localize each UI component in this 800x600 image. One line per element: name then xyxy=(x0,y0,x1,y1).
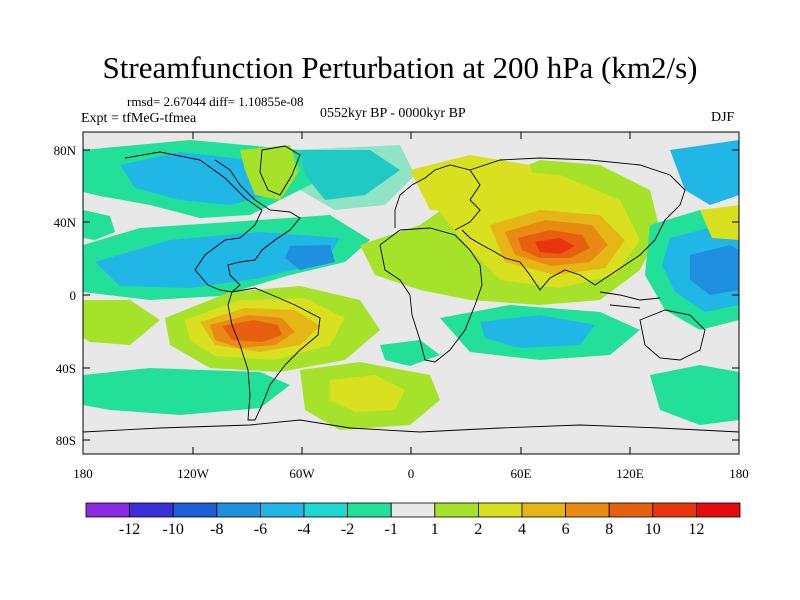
colorbar-swatch xyxy=(172,502,218,518)
contour-neg-2-arctic xyxy=(292,145,415,210)
lon-label: 120W xyxy=(177,466,210,481)
colorbar-label: -2 xyxy=(341,521,354,538)
coastline-australia xyxy=(639,309,706,361)
colorbar-swatch xyxy=(521,502,566,518)
lon-label: 60E xyxy=(511,466,532,481)
colorbar-label: 4 xyxy=(518,521,526,538)
colorbar-labels: -12 -10 -8 -6 -4 -2 -1 1 2 4 6 8 10 12 xyxy=(119,521,704,538)
colorbar-label: 8 xyxy=(605,521,613,538)
colorbar-swatch xyxy=(347,502,392,518)
contour-pos-europe xyxy=(410,155,540,215)
contour-neg-6-east-pacific xyxy=(285,245,335,270)
colorbar-swatch xyxy=(565,502,610,518)
lat-label: 80S xyxy=(56,433,76,448)
colorbar-label: 2 xyxy=(474,521,482,538)
coastline-asia xyxy=(461,157,686,291)
coastline-north-america xyxy=(124,151,301,293)
contour-neg-4-north-pacific-west xyxy=(83,210,115,240)
lon-label: 120E xyxy=(616,466,644,481)
colorbar-swatch xyxy=(696,502,741,518)
lat-label: 40N xyxy=(54,215,77,230)
colorbar-swatch xyxy=(477,502,523,518)
coastline-africa xyxy=(379,227,483,363)
coastline-south-america xyxy=(227,287,321,421)
coastline-europe xyxy=(394,164,481,231)
lon-label: 0 xyxy=(408,466,415,481)
colorbar-label: -12 xyxy=(119,521,140,538)
coastline-greenland xyxy=(259,145,301,196)
colorbar-swatch xyxy=(259,502,305,518)
colorbar xyxy=(85,502,741,518)
lat-label: 0 xyxy=(70,288,77,303)
season-label: DJF xyxy=(711,110,735,125)
colorbar-swatch xyxy=(85,502,130,518)
contour-neg-4-tropical-belt xyxy=(95,232,340,288)
lon-label: 180 xyxy=(729,466,749,481)
colorbar-label: -1 xyxy=(385,521,398,538)
experiment-label: Expt = tfMeG-tfmea xyxy=(81,111,197,126)
contour-neg-arctic xyxy=(300,150,400,200)
colorbar-label: -4 xyxy=(297,521,310,538)
coastlines xyxy=(83,145,739,433)
colorbar-label: -8 xyxy=(210,521,223,538)
contour-pos-north-pacific xyxy=(700,205,739,240)
lat-label: 40S xyxy=(56,361,76,376)
colorbar-swatch xyxy=(652,502,697,518)
colorbar-label: 10 xyxy=(645,521,661,538)
contour-neg-south-pacific xyxy=(650,365,739,425)
contour-pos-12-tibet xyxy=(535,238,575,254)
colorbar-swatch xyxy=(216,502,261,518)
contour-field xyxy=(83,132,739,454)
colorbar-swatch xyxy=(390,502,436,518)
contour-neg-south-atlantic xyxy=(83,368,290,415)
contour-neg-4-indian-ocean xyxy=(480,315,595,348)
colorbar-label: 1 xyxy=(431,521,439,538)
contour-neg-4-north-america xyxy=(120,152,285,205)
colorbar-swatch xyxy=(303,502,348,518)
colorbar-label: -6 xyxy=(254,521,267,538)
colorbar-label: 12 xyxy=(688,521,704,538)
rmsd-diff-text: rmsd= 2.67044 diff= 1.10855e-08 xyxy=(127,94,304,109)
period-label: 0552kyr BP - 0000kyr BP xyxy=(320,106,466,121)
colorbar-label: -10 xyxy=(163,521,184,538)
coastline-antarctica xyxy=(83,419,739,433)
contour-pos-4-southern-ocean xyxy=(330,375,405,412)
coastline-indonesia xyxy=(599,291,661,309)
colorbar-swatch xyxy=(608,502,654,518)
colorbar-swatch xyxy=(434,502,479,518)
map-title: Streamfunction Perturbation at 200 hPa (… xyxy=(102,50,698,85)
contour-pos-south-pacific-west xyxy=(83,300,160,345)
tick-marks xyxy=(82,132,740,454)
contour-neg-6-west-pacific xyxy=(690,245,739,295)
lon-label: 60W xyxy=(289,466,315,481)
colorbar-label: 6 xyxy=(562,521,570,538)
lon-label: 180 xyxy=(73,466,93,481)
contour-neg-north-pacific xyxy=(670,140,739,205)
colorbar-swatch xyxy=(129,502,174,518)
lat-label: 80N xyxy=(54,143,77,158)
